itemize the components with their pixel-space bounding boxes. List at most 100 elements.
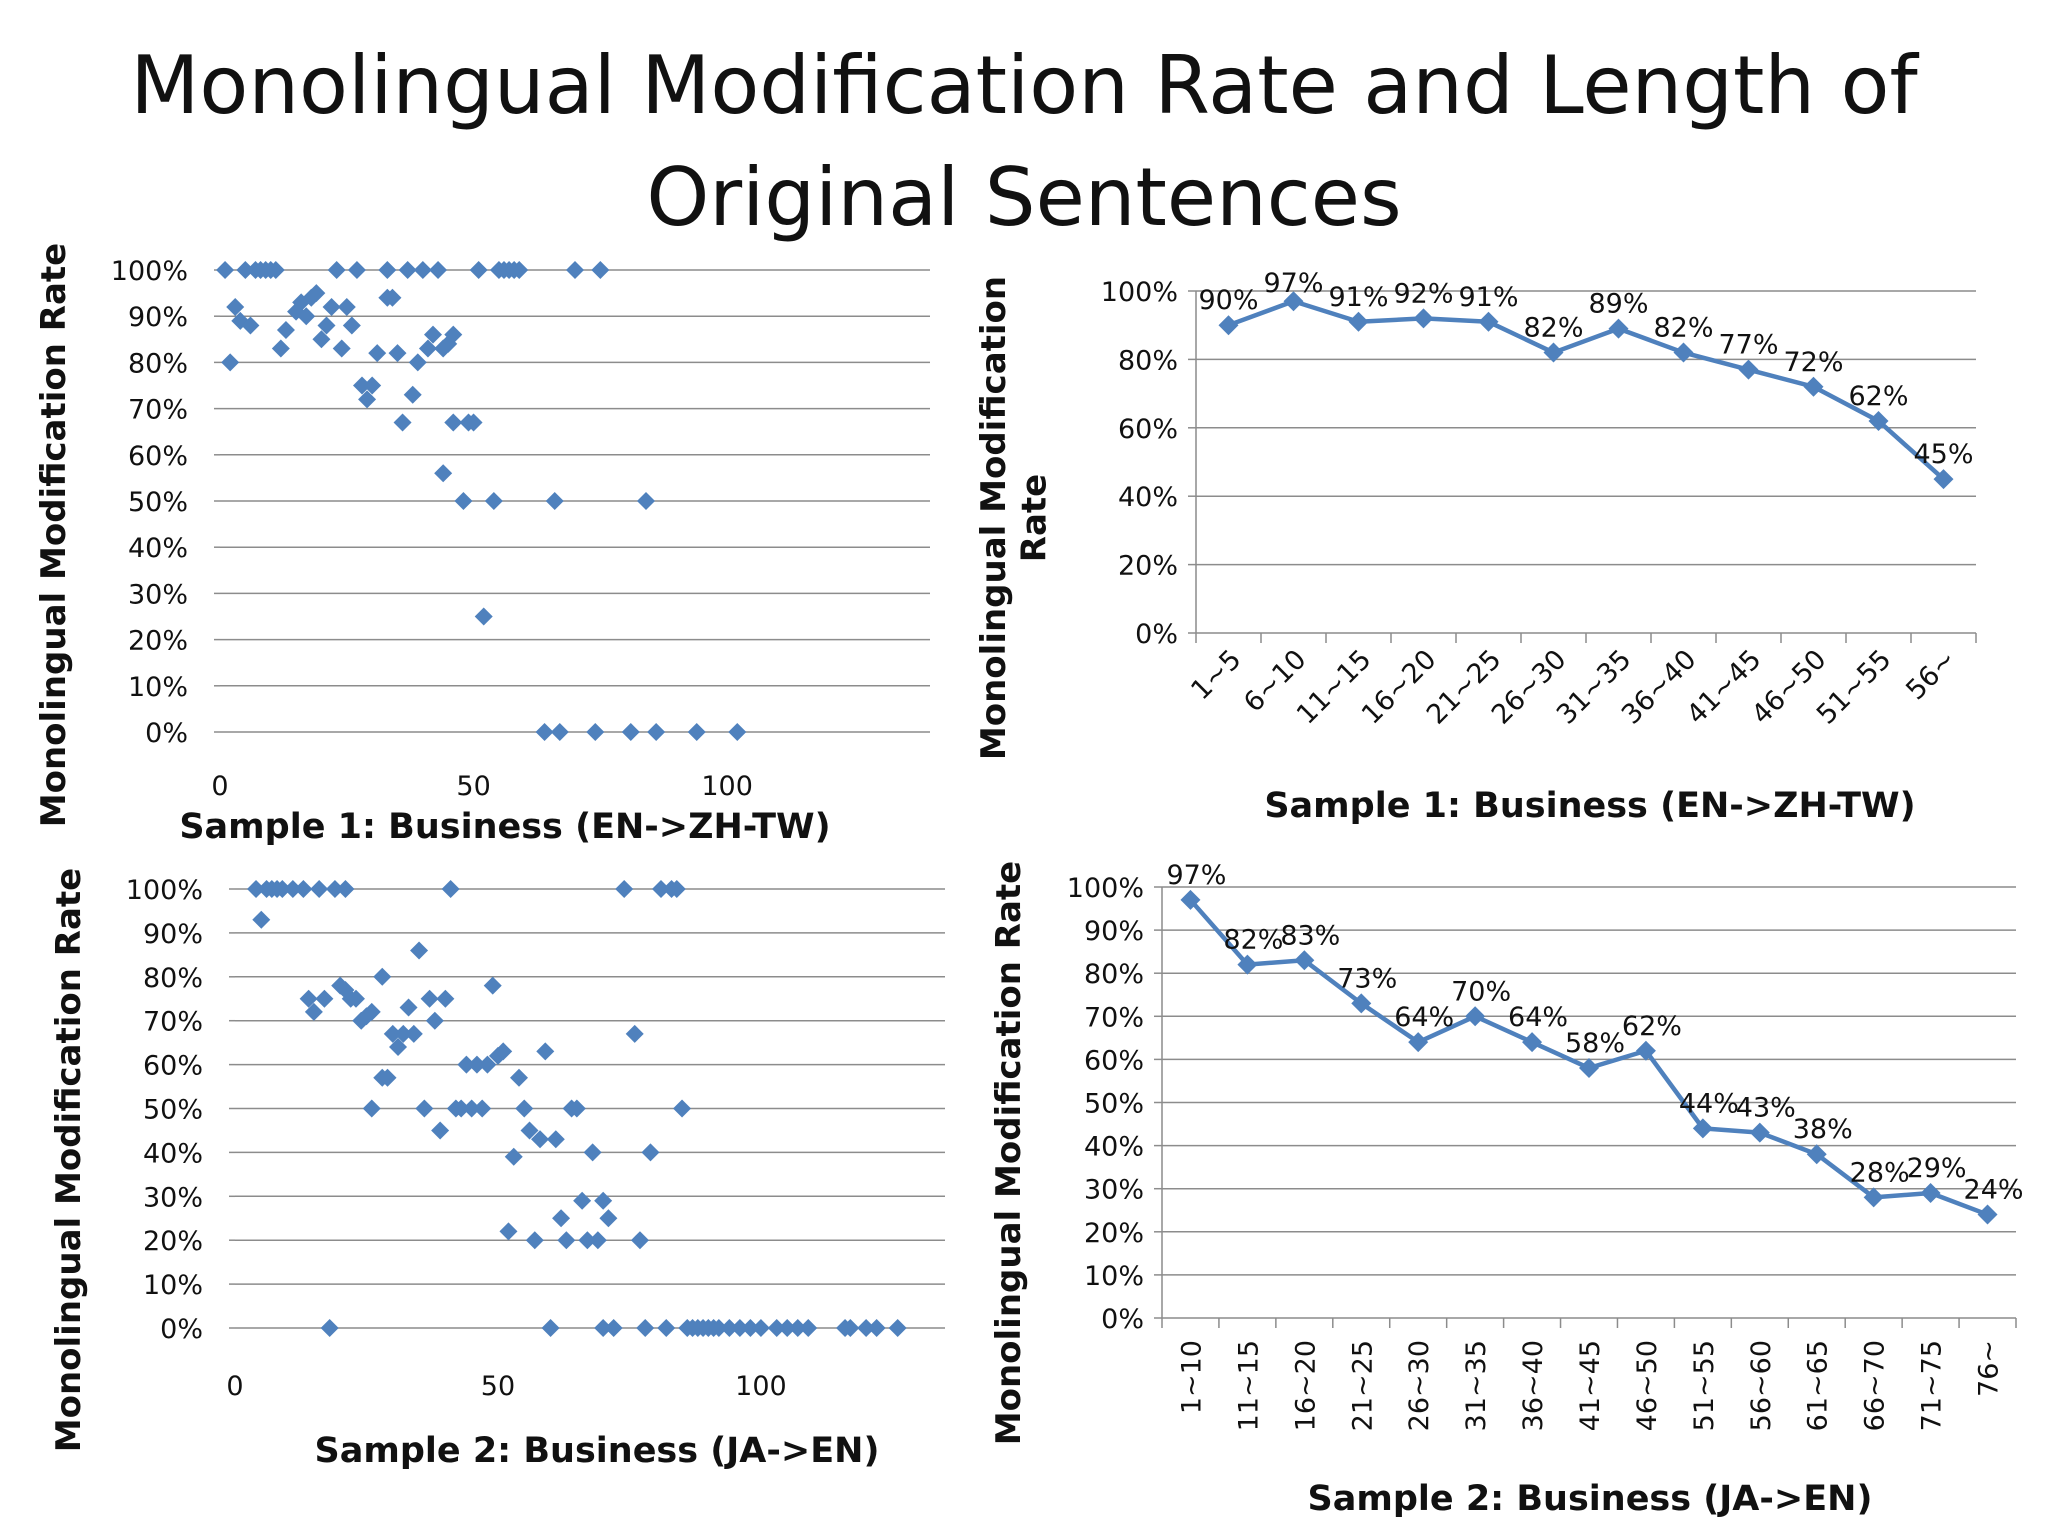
series-marker [1348,311,1369,332]
x-axis-title: Sample 2: Business (JA->EN) [315,1431,880,1471]
y-tick-label: 100% [1067,873,1144,904]
scatter-point [457,1055,476,1074]
x-tick-label: 50 [456,771,490,802]
scatter-point [368,344,387,363]
scatter-point [637,492,655,510]
scatter-point [337,297,356,316]
y-tick-label: 40% [143,1138,203,1169]
scatter-point [478,1055,497,1074]
y-tick-label: 70% [128,395,188,426]
scatter-point [594,1319,613,1337]
data-label: 91% [1328,282,1388,313]
scatter-point [398,261,417,279]
scatter-point [283,880,302,898]
scatter-point [799,1319,818,1337]
y-tick-label: 30% [1084,1175,1144,1206]
scatter-point [857,1319,876,1337]
x-category-label: 21~25 [1347,1340,1378,1431]
y-tick-label: 100% [126,875,203,906]
scatter-point [444,325,463,344]
series-marker [1351,993,1372,1014]
y-axis-title-line-2: Rate [1015,474,1055,562]
y-tick-label: 100% [111,256,188,287]
scatter-point [226,297,245,316]
y-tick-label: 10% [1084,1261,1144,1292]
y-tick-label: 80% [143,963,203,994]
series-marker [1933,469,1954,490]
x-category-label: 76~ [1974,1340,2005,1397]
data-label: 70% [1451,976,1511,1007]
x-category-label: 56~ [1900,644,1962,706]
scatter-point [536,1042,555,1061]
scatter-point [389,1038,408,1057]
x-axis-title: Sample 1: Business (EN->ZH-TW) [1264,786,1915,826]
y-tick-label: 40% [1084,1132,1144,1163]
x-axis-title: Sample 2: Business (JA->EN) [1308,1479,1873,1519]
scatter-point [378,261,397,279]
x-category-label: 31~35 [1461,1340,1492,1431]
scatter-point [266,261,285,279]
scatter-point [304,1002,323,1021]
x-category-label: 71~75 [1917,1340,1948,1431]
scatter-point [751,1319,770,1337]
scatter-point [510,261,529,279]
data-label: 29% [1907,1153,1967,1184]
scatter-point [583,1143,602,1162]
y-tick-label: 90% [128,302,188,333]
scatter-point [373,967,392,986]
series-marker [1920,1183,1941,1204]
scatter-point [294,880,313,898]
y-tick-label: 20% [143,1226,203,1257]
scatter-point [588,1231,607,1250]
scatter-point [709,1319,728,1337]
y-tick-label: 60% [1084,1045,1144,1076]
series-marker [1863,1187,1884,1208]
scatter-point [315,989,334,1008]
series-marker [1237,954,1258,975]
series-marker [1579,1058,1599,1079]
series-marker [1283,291,1304,312]
x-category-label: 16~20 [1290,1340,1321,1431]
slide-title-line-2: Original Sentences [646,151,1402,244]
scatter-point [484,492,503,510]
series-marker [1635,1040,1656,1061]
scatter-point [615,880,634,898]
series-marker [1218,315,1239,336]
scatter-point [383,1024,402,1043]
scatter-point [652,880,670,898]
x-category-label: 46~50 [1632,1340,1663,1431]
scatter-point [604,1319,623,1337]
scatter-point [317,316,336,335]
scatter-point [434,464,453,483]
scatter-point [483,976,502,995]
scatter-point [474,607,493,626]
line-chart-sample-1: 0%20%40%60%80%100% 90%97% 91% 92% 91%82%89%8… [974,268,1977,826]
y-tick-label: 20% [128,626,188,657]
data-label: 82% [1223,925,1283,956]
series-marker [1478,311,1499,332]
scatter-point [520,1121,539,1140]
scatter-point [221,353,240,372]
scatter-point [469,261,488,279]
scatter-point [499,1222,518,1241]
scatter-point [307,284,326,303]
scatter-point [241,316,260,335]
scatter-point [399,998,418,1017]
x-category-label: 51~55 [1811,644,1898,731]
x-category-label: 56~60 [1746,1340,1777,1431]
y-axis-title: Monolingual Modification Rate [49,868,89,1452]
scatter-point [342,316,361,335]
scatter-point [378,1068,397,1087]
x-category-label: 26~30 [1404,1340,1435,1431]
scatter-point [545,492,564,510]
scatter-point [271,339,290,358]
scatter-point [673,1099,692,1118]
x-category-label: 51~55 [1689,1340,1720,1431]
scatter-point [550,723,569,741]
data-label: 82% [1523,313,1583,344]
scatter-point [778,1319,797,1337]
scatter-point [273,880,292,898]
data-label: 64% [1508,1002,1568,1033]
scatter-point [567,1099,586,1118]
x-tick-label: 0 [226,1371,243,1402]
